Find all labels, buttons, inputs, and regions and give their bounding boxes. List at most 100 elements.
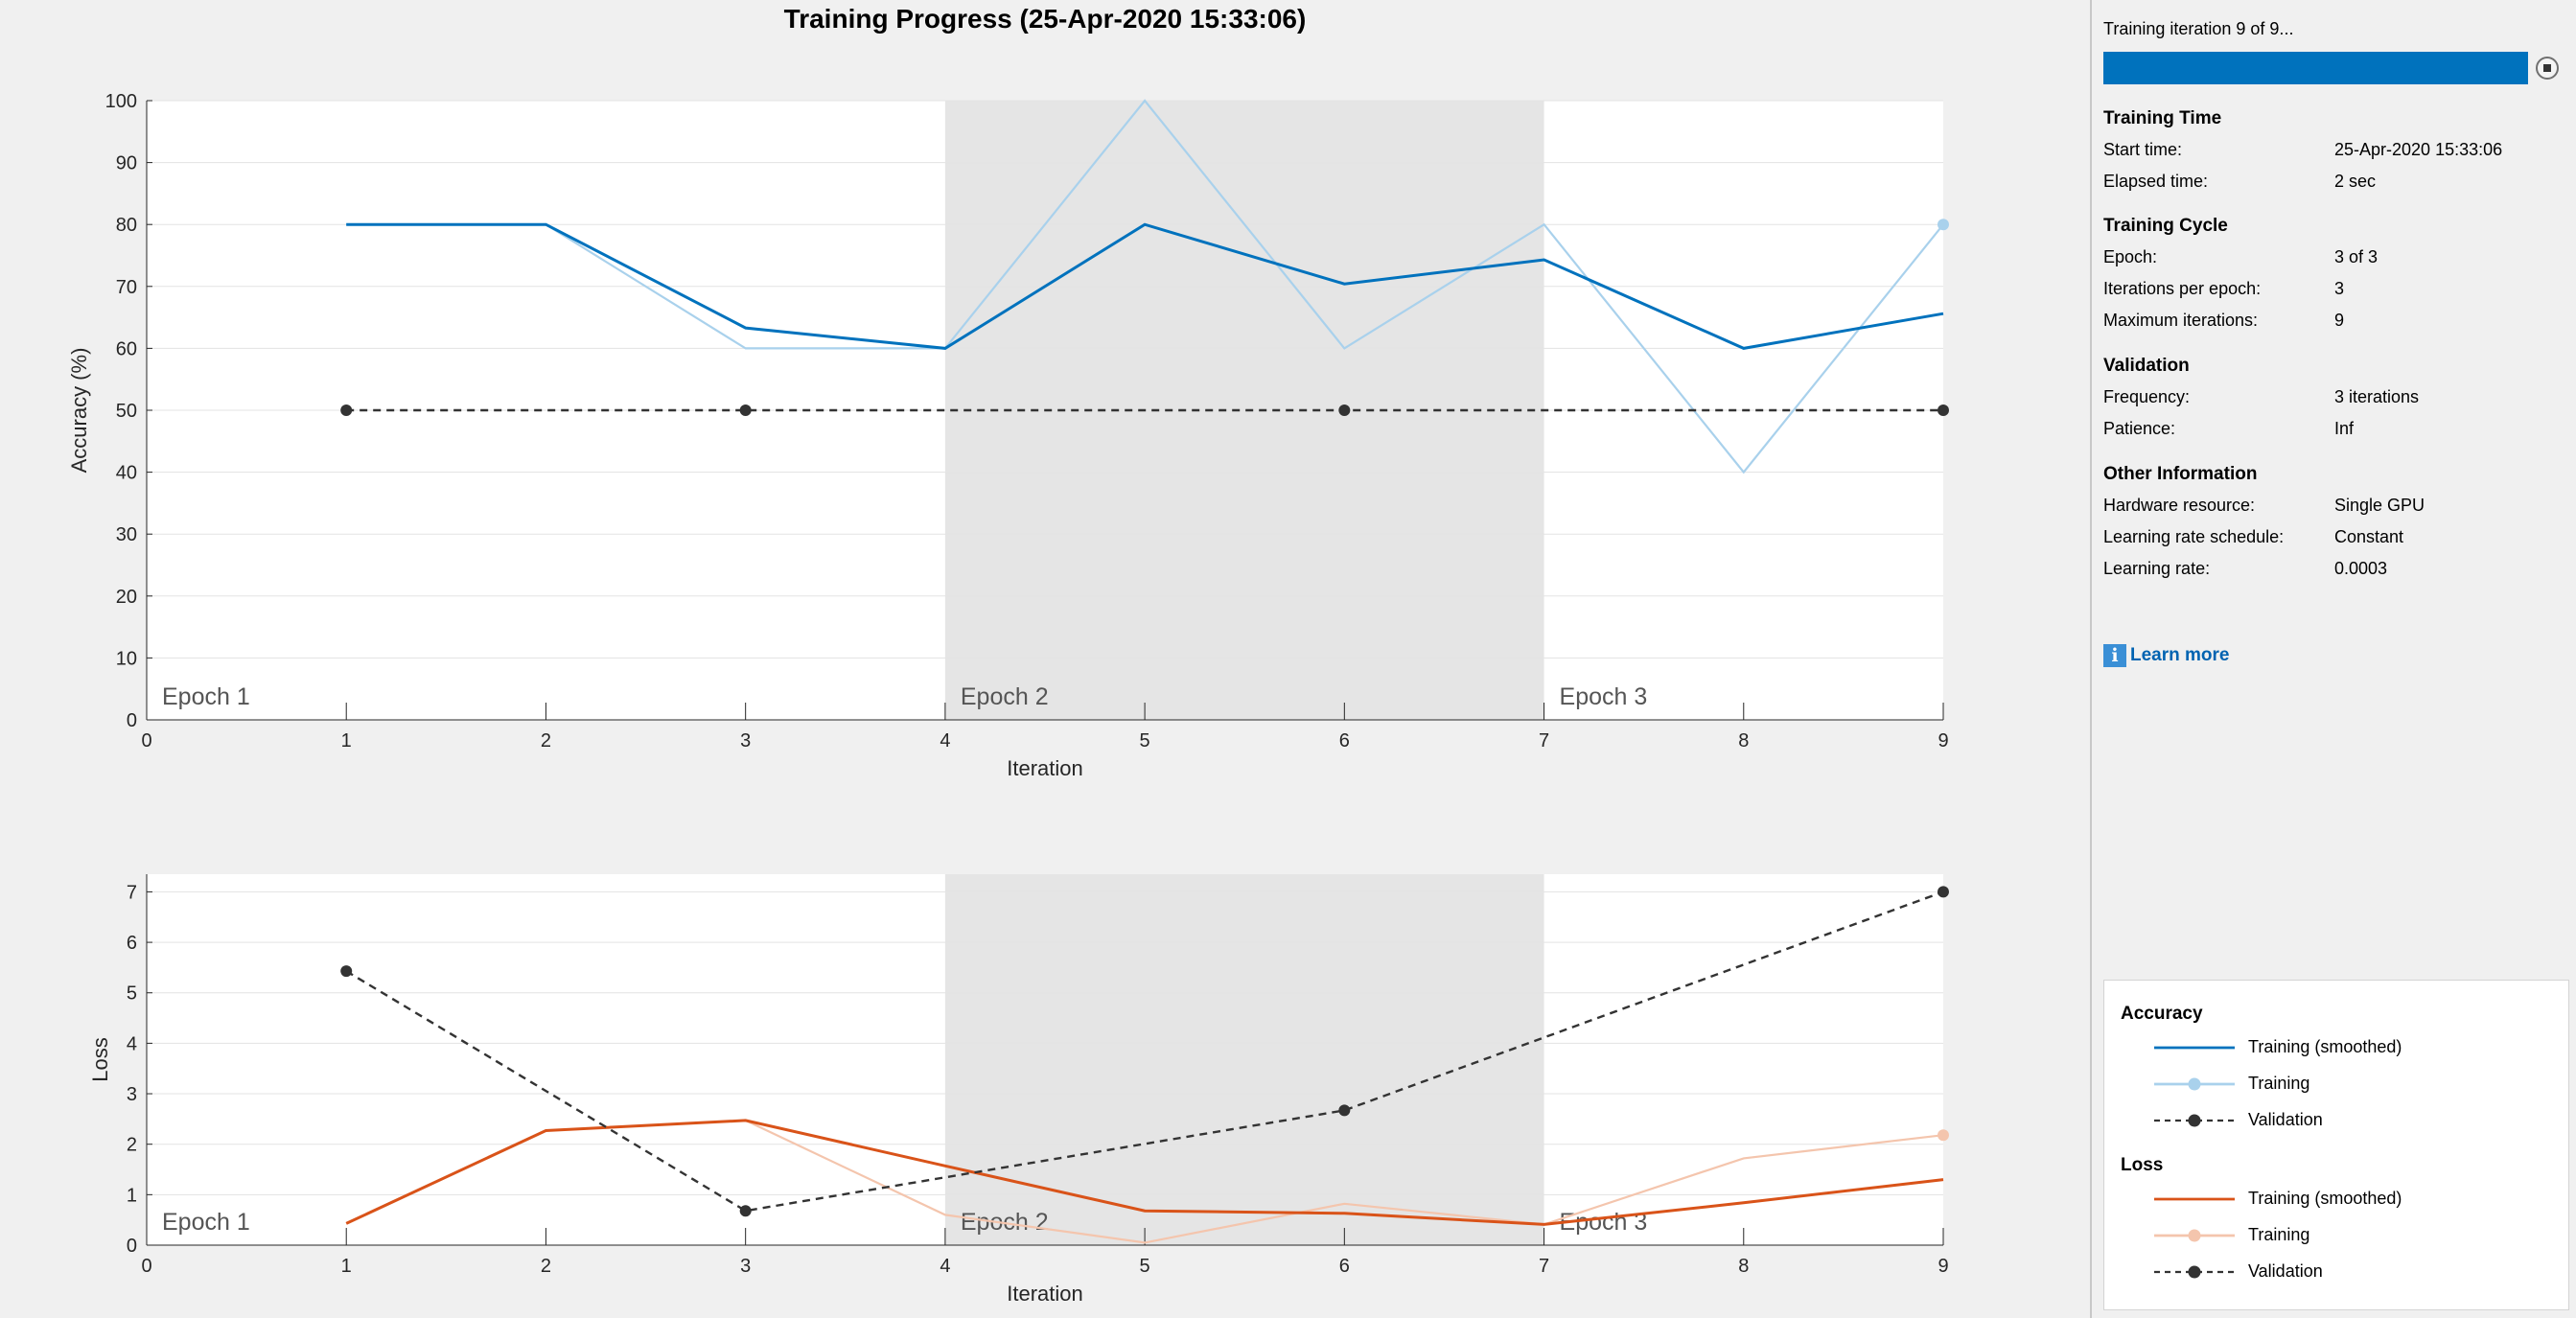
legend-entry-label: Training <box>2248 1225 2310 1244</box>
x-tick-label: 3 <box>740 1256 751 1277</box>
x-tick-label: 6 <box>1339 1256 1350 1277</box>
info-row-label: Learning rate schedule: <box>2103 527 2285 546</box>
y-tick-label: 60 <box>116 338 137 359</box>
x-tick-label: 0 <box>141 730 151 751</box>
info-row-label: Hardware resource: <box>2103 496 2256 515</box>
x-tick-label: 8 <box>1738 1256 1749 1277</box>
y-tick-label: 6 <box>127 933 137 954</box>
info-row-value: 0.0003 <box>2334 559 2388 578</box>
legend-group-title: Accuracy <box>2121 1004 2203 1024</box>
info-section-title: Other Information <box>2103 464 2258 484</box>
learn-more-link[interactable]: Learn more <box>2130 645 2230 665</box>
legend-swatch <box>2154 1197 2235 1201</box>
progress-bar <box>2103 52 2528 84</box>
legend-swatch <box>2154 1229 2235 1242</box>
legend-swatch <box>2154 1077 2235 1091</box>
x-tick-label: 7 <box>1539 1256 1549 1277</box>
accuracy-chart: 0 10 20 30 40 50 60 70 80 90 100 0 1 2 3 4 5 6 7 8 9 Iteratio… <box>67 91 1949 780</box>
info-row-value: 9 <box>2334 311 2345 330</box>
legend-entry-label: Training <box>2248 1074 2310 1093</box>
info-row-label: Iterations per epoch: <box>2103 279 2262 298</box>
data-point <box>739 1205 752 1217</box>
x-tick-label: 6 <box>1339 730 1350 751</box>
stop-icon <box>2543 64 2551 72</box>
legend-swatch <box>2154 1265 2235 1279</box>
x-axis-label: Iteration <box>1007 756 1083 780</box>
epoch-label: Epoch 2 <box>961 683 1049 710</box>
data-point <box>1938 1129 1949 1142</box>
x-tick-label: 1 <box>341 730 352 751</box>
legend-group-title: Loss <box>2121 1155 2164 1175</box>
info-row-label: Frequency: <box>2103 387 2191 406</box>
info-section-title: Training Time <box>2103 108 2222 128</box>
y-tick-label: 1 <box>127 1185 137 1206</box>
y-tick-label: 10 <box>116 648 137 669</box>
info-row-label: Patience: <box>2103 419 2176 438</box>
x-tick-label: 4 <box>940 1256 950 1277</box>
x-tick-label: 7 <box>1539 730 1549 751</box>
info-row-value: 3 iterations <box>2334 387 2420 406</box>
x-tick-label: 5 <box>1140 730 1150 751</box>
data-point <box>1338 405 1351 416</box>
legend-swatch <box>2154 1114 2235 1127</box>
legend-marker <box>2188 1114 2201 1127</box>
info-row-value: Single GPU <box>2334 496 2425 515</box>
info-row-label: Start time: <box>2103 140 2183 159</box>
y-tick-label: 30 <box>116 524 137 545</box>
info-row-label: Elapsed time: <box>2103 172 2209 191</box>
data-point <box>340 965 353 978</box>
progress-bar-fill <box>2103 52 2528 84</box>
epoch-label: Epoch 3 <box>1560 683 1648 710</box>
info-row-value: 25-Apr-2020 15:33:06 <box>2334 140 2503 159</box>
x-axis-label: Iteration <box>1007 1282 1083 1306</box>
info-row-label: Learning rate: <box>2103 559 2211 578</box>
x-tick-label: 0 <box>141 1256 151 1277</box>
training-info-panel: Training iteration 9 of 9... Training Ti… <box>2090 0 2576 1318</box>
epoch-label: Epoch 1 <box>162 1209 250 1236</box>
info-row-label: Maximum iterations: <box>2103 311 2259 330</box>
y-tick-label: 90 <box>116 153 137 174</box>
data-point <box>739 405 752 416</box>
legend-entry-label: Training (smoothed) <box>2248 1037 2402 1056</box>
y-axis-label: Accuracy (%) <box>67 348 91 474</box>
x-tick-label: 4 <box>940 730 950 751</box>
x-tick-label: 2 <box>541 1256 551 1277</box>
y-tick-label: 40 <box>116 463 137 484</box>
series-line-training-smoothed <box>345 1119 1944 1226</box>
x-tick-label: 9 <box>1938 1256 1948 1277</box>
stop-training-button[interactable] <box>2536 57 2559 80</box>
info-row-value: Constant <box>2334 527 2404 546</box>
y-tick-label: 0 <box>127 710 137 731</box>
epoch-shade <box>944 874 1544 1245</box>
learn-more[interactable]: i Learn more <box>2103 644 2229 667</box>
y-tick-label: 50 <box>116 401 137 422</box>
legend-entry-label: Validation <box>2248 1110 2323 1129</box>
y-tick-label: 100 <box>105 91 137 112</box>
info-section-title: Training Cycle <box>2103 216 2228 236</box>
y-tick-label: 0 <box>127 1236 137 1257</box>
y-tick-label: 5 <box>127 983 137 1005</box>
legend-swatch <box>2154 1046 2235 1050</box>
legend-marker <box>2188 1265 2201 1279</box>
info-row-label: Epoch: <box>2103 247 2158 266</box>
series-line-training-smoothed <box>346 222 1944 350</box>
legend-entry-label: Validation <box>2248 1261 2323 1281</box>
info-row-value: 3 of 3 <box>2334 247 2379 266</box>
y-tick-label: 4 <box>127 1033 137 1054</box>
legend-marker <box>2188 1229 2201 1242</box>
y-tick-label: 3 <box>127 1084 137 1105</box>
y-tick-label: 7 <box>127 882 137 903</box>
x-tick-label: 1 <box>341 1256 352 1277</box>
legend-marker <box>2188 1077 2201 1091</box>
legend: Accuracy Training (smoothed) Training Valid… <box>2103 980 2569 1310</box>
data-point <box>1938 219 1949 231</box>
x-tick-label: 2 <box>541 730 551 751</box>
y-tick-label: 20 <box>116 587 137 608</box>
x-tick-label: 5 <box>1140 1256 1150 1277</box>
data-point <box>340 405 353 416</box>
plots-area: Training Progress (25-Apr-2020 15:33:06)… <box>67 4 1949 1306</box>
data-point <box>1938 886 1949 898</box>
epoch-label: Epoch 1 <box>162 683 250 710</box>
y-tick-label: 2 <box>127 1135 137 1156</box>
